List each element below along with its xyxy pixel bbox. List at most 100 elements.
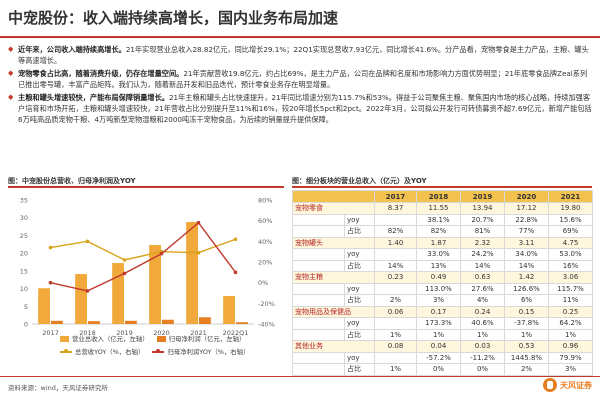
table-cell: 13% — [416, 259, 461, 272]
table-cell: 16% — [548, 259, 593, 272]
table-cell: 40.6% — [460, 317, 505, 330]
segment-name-cell: 宠物罐头 — [292, 236, 375, 249]
metric-label-cell: yoy — [344, 317, 375, 330]
table-cell: 6% — [504, 294, 549, 307]
segment-revenue-table: 2017 2018 2019 2020 2021 宠物零食 8.37 11.55 13… — [292, 190, 593, 376]
table-cell: 27.6% — [460, 282, 505, 295]
table-header-cell: 2021 — [548, 190, 593, 203]
legend-item-revenue-yoy: 总营收YOY（%，右轴） — [60, 347, 144, 356]
legend-item-profit-yoy: 归母净利润YOY（%，右轴） — [152, 347, 249, 356]
bullet-lead: 宠物零食占比高，随着消费升级，仍存在增量空间。 — [18, 69, 184, 78]
table-cell: 0.25 — [548, 305, 593, 318]
spacer-cell — [292, 294, 345, 307]
table-cell: 2% — [374, 294, 417, 307]
table-cell: 64.2% — [548, 317, 593, 330]
table-header-cell: 2018 — [416, 190, 461, 203]
table-cell: 4% — [460, 294, 505, 307]
table-cell: 0.03 — [460, 340, 505, 353]
table-cell: 3% — [548, 363, 593, 376]
y-right-tick-label: 60% — [258, 217, 272, 225]
table-row: 宠物用品及保健品 0.06 0.17 0.24 0.15 0.25 — [292, 305, 593, 318]
table-cell: 3.11 — [504, 236, 549, 249]
table-cell: 1% — [548, 328, 593, 341]
profit-yoy-point — [48, 280, 53, 285]
legend-swatch — [156, 335, 166, 342]
table-cell: -11.2% — [460, 351, 505, 364]
source-note: 资料来源：wind，天风证券研究所 — [8, 384, 108, 392]
bullet-item: ◆ 宠物零食占比高，随着消费升级，仍存在增量空间。21年贡献营收19.8亿元，约… — [8, 68, 592, 90]
bar-profit — [125, 320, 137, 324]
bullet-item: ◆ 近年来，公司收入端持续高增长。21年实现营业总收入28.82亿元，同比增长2… — [8, 44, 592, 66]
y-right-tick-label: -20% — [258, 300, 275, 308]
segment-name-cell: 宠物零食 — [292, 202, 375, 215]
bar-profit — [162, 319, 174, 324]
y-left-tick-label: 0 — [24, 321, 28, 329]
table-cell: 11.55 — [416, 202, 461, 215]
legend-swatch — [60, 335, 69, 342]
table-cell: 0.23 — [374, 271, 417, 284]
x-tick-label: 2020 — [153, 329, 170, 337]
table-cell — [374, 351, 417, 364]
table-cell: 8.37 — [374, 202, 417, 215]
table-cell — [374, 282, 417, 295]
table-cell: 0.08 — [374, 340, 417, 353]
table-cell: 0% — [460, 363, 505, 376]
table-cell: 3% — [416, 294, 461, 307]
table-cell — [374, 317, 417, 330]
revenue-yoy-point — [196, 250, 201, 255]
profit-yoy-point — [122, 271, 127, 276]
revenue-yoy-point — [233, 237, 238, 242]
y-right-tick-label: 20% — [258, 259, 272, 267]
table-cell: 22.8% — [504, 213, 549, 226]
spacer-cell — [292, 259, 345, 272]
legend-label: 总营收YOY（%，右轴） — [75, 348, 145, 356]
table-cell: 0.53 — [504, 340, 549, 353]
right-figure-divider — [292, 186, 592, 188]
bar-revenue — [149, 244, 161, 324]
table-cell: 79.9% — [548, 351, 593, 364]
metric-label-cell: 占比 — [344, 259, 375, 272]
spacer-cell — [292, 328, 345, 341]
table-header-row: 2017 2018 2019 2020 2021 — [292, 190, 593, 203]
bullet-text: 21年主粮和罐头占比快速提升，21年同比增速分别为115.7%和53%。得益于公… — [18, 93, 592, 124]
table-header-cell: 2020 — [504, 190, 549, 203]
table-cell: 82% — [416, 225, 461, 238]
y-right-tick-label: 0% — [258, 279, 268, 287]
table-cell: 2% — [504, 363, 549, 376]
revenue-yoy-point — [48, 245, 53, 250]
bar-profit — [88, 321, 100, 324]
table-cell: 126.6% — [504, 282, 549, 295]
table-cell: 0% — [416, 363, 461, 376]
x-tick-label: 2021 — [190, 329, 207, 337]
bar-profit — [51, 320, 63, 324]
bar-revenue — [223, 296, 235, 324]
table-cell: 1.42 — [504, 271, 549, 284]
table-row: 宠物罐头 1.40 1.87 2.32 3.11 4.75 — [292, 236, 593, 249]
table-cell: 34.0% — [504, 248, 549, 261]
bullet-lead: 主粮和罐头增速较快，产能布局保障销量增长。 — [18, 93, 169, 102]
revenue-yoy-point — [85, 239, 90, 244]
bar-revenue — [186, 221, 198, 324]
bullet-list: ◆ 近年来，公司收入端持续高增长。21年实现营业总收入28.82亿元，同比增长2… — [8, 44, 592, 127]
table-cell: 1% — [416, 328, 461, 341]
table-cell: 0.96 — [548, 340, 593, 353]
legend-label: 营业总收入（亿元，左轴） — [72, 335, 149, 343]
table-header-cell: 2019 — [460, 190, 505, 203]
table-cell: 11% — [548, 294, 593, 307]
table-cell: 14% — [504, 259, 549, 272]
profit-yoy-point — [85, 289, 90, 293]
table-row: 占比 2% 3% 4% 6% 11% — [292, 294, 593, 307]
table-cell: 173.3% — [416, 317, 461, 330]
table-row: 其他业务 0.08 0.04 0.03 0.53 0.96 — [292, 340, 593, 353]
spacer-cell — [292, 225, 345, 238]
table-cell: 1% — [374, 363, 417, 376]
profit-yoy-point — [196, 220, 201, 225]
table-cell: 1% — [504, 328, 549, 341]
segment-name-cell: 其他业务 — [292, 340, 375, 353]
table-row: 占比 14% 13% 14% 14% 16% — [292, 259, 593, 272]
table-cell: 1% — [374, 328, 417, 341]
revenue-yoy-point — [122, 258, 127, 262]
table-cell: 19.80 — [548, 202, 593, 215]
bar-revenue — [75, 274, 87, 324]
table-cell: 1% — [460, 328, 505, 341]
